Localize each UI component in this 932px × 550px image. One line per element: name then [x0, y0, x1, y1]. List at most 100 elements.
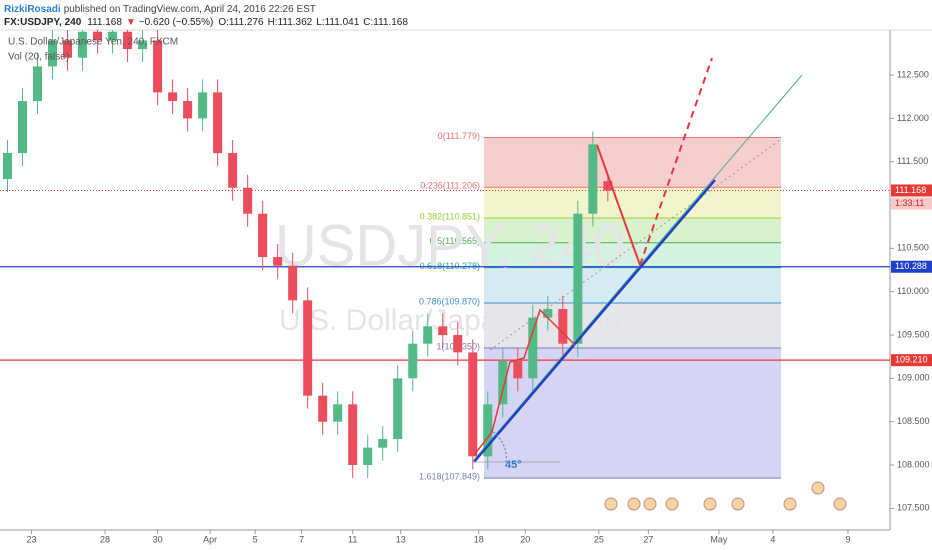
- candle-body: [333, 404, 343, 422]
- x-tick-label: 4: [770, 534, 775, 544]
- x-tick-label: Apr: [203, 534, 217, 544]
- watermark-name: U.S. Dollar/Japanese Yen: [279, 304, 621, 337]
- candle-body: [213, 92, 223, 154]
- candle-body: [48, 40, 58, 67]
- candle-body: [183, 101, 193, 119]
- candle-body: [498, 361, 508, 405]
- author[interactable]: RizkiRosadi: [4, 4, 61, 15]
- angle-label: 45°: [505, 459, 522, 471]
- projection-dashed: [639, 57, 713, 266]
- candle-body: [228, 153, 238, 188]
- candle-body: [78, 31, 88, 58]
- fib-label: 1.618(107.849): [419, 471, 480, 481]
- candle-body: [483, 404, 493, 457]
- candle-body: [3, 153, 13, 180]
- event[interactable]: [731, 497, 745, 511]
- y-tick-label: 110.000: [897, 286, 929, 296]
- y-tick-label: 111.500: [897, 156, 928, 166]
- candle-body: [123, 31, 133, 50]
- ohlc: L:111.041: [316, 17, 359, 28]
- candle-body: [423, 326, 433, 344]
- trend-line: [473, 179, 716, 463]
- price-badge-label: 110.288: [895, 261, 927, 271]
- fib-band: [484, 137, 781, 188]
- price-badge: [891, 260, 932, 273]
- event[interactable]: [627, 497, 641, 511]
- x-tick-label: 9: [845, 534, 850, 544]
- event[interactable]: [811, 481, 825, 495]
- candle-body: [468, 352, 478, 457]
- candle-body: [18, 101, 28, 154]
- candle-body: [513, 361, 523, 379]
- x-tick-label: May: [710, 534, 728, 544]
- event-icons: [604, 481, 847, 511]
- drawings: 45°: [473, 57, 803, 471]
- x-tick-label: 18: [474, 534, 484, 544]
- candle-body: [243, 187, 253, 214]
- arrow: ▼: [126, 17, 136, 28]
- symbol-line: FX:USDJPY, 240 111.168 ▼ −0.620 (−0.55%) O:1…: [4, 17, 408, 28]
- candle-body: [543, 309, 553, 318]
- candle-body: [453, 335, 463, 353]
- candle-body: [528, 317, 538, 379]
- event[interactable]: [643, 497, 657, 511]
- price-badge-label: 109.210: [895, 355, 928, 365]
- y-tick-label: 108.000: [897, 459, 930, 469]
- y-tick-label: 108.500: [897, 416, 930, 426]
- event[interactable]: [783, 497, 797, 511]
- ohlc: H:111.362: [268, 17, 313, 28]
- candle-body: [63, 40, 73, 58]
- event[interactable]: [703, 497, 717, 511]
- price-badge: [891, 354, 932, 367]
- series-legend: U.S. Dollar/Japanese Yen, 240, FXCM: [8, 37, 178, 48]
- price-badge: [891, 184, 932, 197]
- candle-body: [33, 66, 43, 102]
- published: published on TradingView.com, April 24, …: [64, 4, 316, 15]
- y-tick-label: 112.000: [897, 113, 929, 123]
- projection: [596, 144, 641, 266]
- fib-band: [484, 217, 781, 243]
- change: −0.620 (−0.55%): [139, 17, 214, 28]
- x-tick-label: 28: [100, 534, 110, 544]
- fib-label: 0.5(110.565): [430, 236, 480, 246]
- countdown-badge: [891, 197, 932, 210]
- price-badge-label: 111.168: [895, 185, 926, 195]
- x-tick-label: 13: [396, 534, 406, 544]
- event[interactable]: [833, 497, 847, 511]
- fib-label: 0.618(110.278): [420, 261, 480, 271]
- candle-body: [348, 404, 358, 466]
- x-tick-label: 7: [299, 534, 304, 544]
- ohlc: C:111.168: [363, 17, 408, 28]
- candle-body: [288, 265, 298, 301]
- last: 111.168: [87, 17, 122, 28]
- x-tick-label: 25: [594, 534, 604, 544]
- candle-body: [258, 213, 268, 258]
- candle-body: [303, 300, 313, 396]
- candle-body: [153, 40, 163, 93]
- x-tick-label: 5: [253, 534, 258, 544]
- event[interactable]: [665, 497, 679, 511]
- fib-label: 0.786(109.870): [419, 296, 480, 306]
- candle-body: [138, 40, 148, 50]
- header-line: RizkiRosadi published on TradingView.com,…: [4, 4, 316, 15]
- y-tick-label: 107.500: [897, 503, 930, 513]
- candle-body: [108, 31, 118, 41]
- y-tick-label: 109.000: [897, 373, 930, 383]
- y-tick-label: 110.500: [897, 243, 929, 253]
- symbol: FX:USDJPY, 240: [4, 17, 82, 28]
- candle-body: [438, 326, 448, 336]
- candle-body: [198, 92, 208, 119]
- y-tick-label: 112.500: [897, 69, 929, 79]
- candle-body: [318, 395, 328, 422]
- candle-body: [573, 213, 583, 344]
- candle-body: [558, 309, 568, 344]
- candle-body: [273, 257, 283, 266]
- ohlc: O:111.276: [218, 17, 264, 28]
- candle-body: [363, 447, 373, 466]
- candle-body: [93, 31, 103, 41]
- candle-body: [408, 343, 418, 379]
- fib-label: 0.382(110.851): [420, 211, 480, 221]
- event[interactable]: [604, 497, 618, 511]
- fib-label: 0(111.779): [438, 131, 480, 141]
